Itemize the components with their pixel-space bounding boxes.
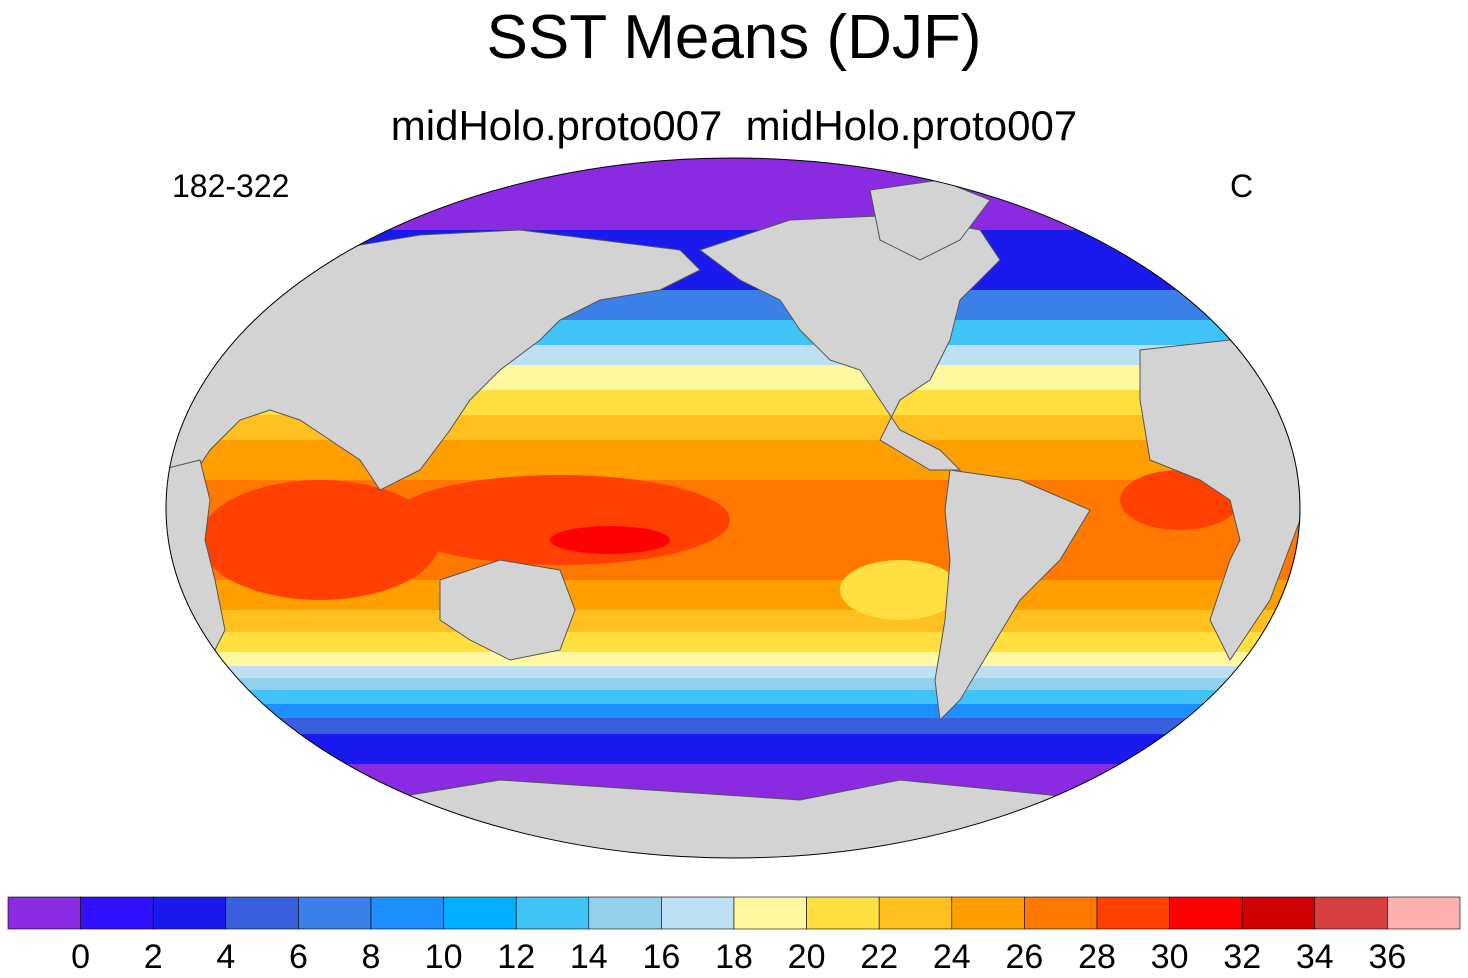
land-australia [439, 559, 576, 661]
indian-ocean-warm [200, 480, 440, 600]
colorbar-swatch [515, 896, 590, 930]
band-subtropic-south-3 [166, 652, 1300, 666]
colorbar-tick-label: 32 [1223, 938, 1261, 976]
colorbar-swatch [951, 896, 1025, 930]
land [166, 179, 1300, 858]
colorbar-tick-label: 2 [144, 938, 163, 976]
colorbar-swatch [298, 896, 372, 930]
colorbar-swatch [443, 896, 517, 930]
colorbar-swatch [1241, 896, 1316, 930]
colorbar-swatch [370, 896, 444, 930]
colorbar-tick-label: 0 [71, 938, 90, 976]
colorbar-swatch [588, 896, 662, 930]
colorbar-tick-label: 10 [425, 938, 463, 976]
plot-subtitle: midHolo.proto007 midHolo.proto007 [390, 102, 1078, 149]
colorbar-swatch [7, 896, 81, 930]
band-south-cool-2 [166, 690, 1300, 704]
east-pacific-cool-tongue [840, 560, 960, 620]
colorbar-tick-label: 4 [216, 938, 235, 976]
colorbar-tick-label: 18 [715, 938, 753, 976]
colorbar-swatch [1314, 896, 1388, 930]
colorbar-tick-label: 16 [642, 938, 680, 976]
colorbar-tick-label: 26 [1005, 938, 1043, 976]
land-eurasia [166, 229, 701, 491]
colorbar-swatch [1387, 896, 1461, 930]
colorbar-swatch [806, 896, 880, 930]
colorbar-tick-label: 30 [1151, 938, 1189, 976]
west-pacific-core [550, 526, 670, 554]
colorbar-swatch [225, 896, 299, 930]
band-subtropic-south-2 [166, 632, 1300, 652]
band-south-colder [166, 718, 1300, 734]
land-south-america [934, 469, 1091, 722]
colorbar-tick-label: 6 [289, 938, 308, 976]
colorbar-tick-label: 12 [497, 938, 535, 976]
band-south-coldest [166, 734, 1300, 764]
year-range-label: 182-322 [172, 168, 290, 204]
band-south-mild [166, 666, 1300, 678]
colorbar-swatch [80, 896, 154, 930]
colorbar-tick-label: 22 [860, 938, 898, 976]
colorbar-swatch [733, 896, 807, 930]
colorbar-tick-label: 8 [362, 938, 381, 976]
colorbar-tick-label: 14 [570, 938, 608, 976]
colorbar-swatch [1024, 896, 1098, 930]
colorbar-tick-label: 28 [1078, 938, 1116, 976]
plot-title: SST Means (DJF) [486, 3, 982, 72]
colorbar-tick-label: 20 [788, 938, 826, 976]
land-north-america [698, 214, 1001, 471]
colorbar-swatch [1169, 896, 1243, 930]
colorbar-tick-label: 36 [1368, 938, 1406, 976]
units-label: C [1230, 168, 1254, 204]
map-border [165, 157, 1301, 859]
band-south-cool [166, 678, 1300, 690]
colorbar-swatch [1096, 896, 1170, 930]
colorbar-tick-label: 24 [933, 938, 971, 976]
colorbar-swatch [878, 896, 953, 930]
band-south-cold [166, 704, 1300, 718]
land-africa-east [1139, 339, 1300, 661]
colorbar-tick-label: 34 [1296, 938, 1334, 976]
colorbar-swatch [661, 896, 735, 930]
colorbar-swatch [152, 896, 227, 930]
